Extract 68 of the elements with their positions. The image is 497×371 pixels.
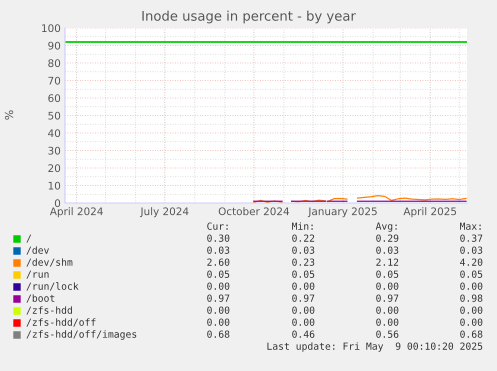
y-tick-label: 100 <box>42 24 60 32</box>
y-tick-label: 0 <box>54 199 60 208</box>
text: 0.05 <box>292 270 314 278</box>
text: 0.98 <box>460 294 482 302</box>
y-tick-label: 30 <box>48 146 60 155</box>
text: 0.00 <box>376 282 398 290</box>
text: 0.00 <box>207 282 230 290</box>
text: 0.68 <box>207 330 230 338</box>
y-tick-label: 50 <box>48 112 60 120</box>
text: Avg: <box>376 222 397 232</box>
text: 0.00 <box>292 306 314 314</box>
text: 0.56 <box>376 330 398 338</box>
x-tick-label: October 2024 <box>218 207 290 216</box>
text: 0.00 <box>207 306 230 314</box>
text: 0.00 <box>460 306 482 314</box>
legend-label: /dev <box>26 246 49 255</box>
text: 0.05 <box>207 270 230 278</box>
text: 0.23 <box>292 258 314 266</box>
legend-label: /zfs-hdd <box>26 306 72 315</box>
text: 0.03 <box>207 246 230 254</box>
text: Cur: <box>207 222 228 230</box>
legend-label: /zfs-hdd/off <box>26 318 96 327</box>
text: 2.60 <box>207 258 230 266</box>
text: 0.68 <box>460 330 482 338</box>
x-tick-label: January 2025 <box>308 207 377 218</box>
text: 0.37 <box>460 234 482 242</box>
text: 0.97 <box>292 294 314 302</box>
text: 0.30 <box>207 234 230 242</box>
text: 2.12 <box>376 258 398 266</box>
text: 0.00 <box>460 318 482 326</box>
text: 0.03 <box>376 246 398 254</box>
text: 0.00 <box>376 306 398 314</box>
y-tick-label: 90 <box>48 42 60 50</box>
text: 0.00 <box>376 318 398 326</box>
chart-title: Inode usage in percent - by year <box>142 10 356 24</box>
text: 0.00 <box>292 318 314 326</box>
text: 0.22 <box>292 234 314 242</box>
y-tick-label: 10 <box>48 182 60 190</box>
legend-label: /dev/shm <box>26 258 72 267</box>
text: 0.97 <box>376 294 398 302</box>
legend-label: / <box>26 234 32 243</box>
legend-label: /run <box>26 270 49 279</box>
text: 0.03 <box>460 246 482 254</box>
text: 0.03 <box>292 246 314 254</box>
y-tick-label: 40 <box>48 129 60 138</box>
y-tick-label: 80 <box>48 59 60 68</box>
text: 0.05 <box>376 270 398 278</box>
x-tick-label: July 2024 <box>140 207 188 218</box>
x-tick-label: April 2024 <box>50 207 103 218</box>
legend-label: /boot <box>26 294 54 303</box>
x-tick-label: April 2025 <box>403 207 456 218</box>
text: 0.46 <box>292 330 314 338</box>
y-tick-label: 20 <box>48 164 60 172</box>
y-tick-label: 70 <box>48 76 60 85</box>
text: Min: <box>292 222 313 230</box>
text: 0.00 <box>207 318 230 326</box>
legend-label: /zfs-hdd/off/images <box>26 330 136 340</box>
y-axis-title: % <box>4 110 14 120</box>
text: Max: <box>460 222 481 230</box>
text: Last update: Fri May 9 00:10:20 2025 <box>267 342 482 352</box>
y-tick-label: 60 <box>48 94 60 102</box>
text: 0.29 <box>376 234 398 242</box>
text: 0.97 <box>207 294 230 302</box>
text: 0.00 <box>460 282 482 290</box>
legend-label: /run/lock <box>26 282 79 291</box>
text: 4.20 <box>460 258 482 266</box>
text: 0.00 <box>292 282 314 290</box>
text: 0.05 <box>460 270 482 278</box>
